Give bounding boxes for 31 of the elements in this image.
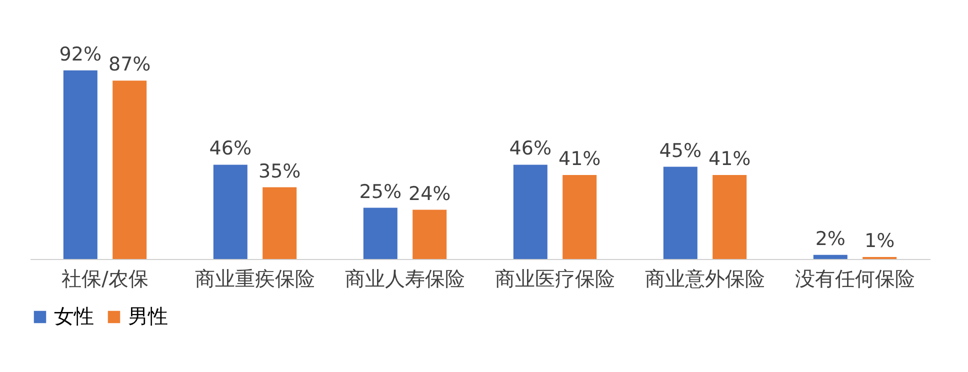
data-label: 41%: [708, 148, 751, 170]
data-label: 35%: [258, 160, 301, 182]
data-label: 1%: [864, 230, 895, 252]
data-label: 45%: [659, 140, 702, 162]
data-label: 24%: [408, 182, 451, 205]
legend-label: 女性: [54, 304, 94, 328]
x-tick-label: 没有任何保险: [795, 266, 915, 290]
data-label: 92%: [59, 43, 102, 66]
data-label: 46%: [209, 138, 252, 160]
bar: [663, 166, 698, 259]
x-tick-label: 商业医疗保险: [495, 266, 615, 290]
bar: [112, 80, 147, 259]
data-label: 41%: [558, 148, 601, 170]
bar: [813, 254, 848, 259]
x-tick-label: 商业人寿保险: [345, 266, 465, 290]
bar: [562, 174, 597, 259]
bar: [213, 164, 248, 259]
data-label: 87%: [108, 54, 151, 76]
bar: [513, 164, 548, 259]
bar: [412, 210, 447, 259]
data-label: 25%: [359, 180, 402, 203]
bar: [262, 187, 297, 259]
x-tick-label: 社保/农保: [62, 266, 148, 290]
data-label: 2%: [815, 228, 846, 250]
x-tick-label: 商业重疾保险: [195, 266, 315, 290]
data-label: 46%: [509, 138, 552, 160]
bar: [363, 208, 398, 259]
x-tick-label: 商业意外保险: [645, 266, 765, 290]
bar: [63, 70, 98, 259]
legend-label: 男性: [128, 304, 168, 328]
bar: [712, 174, 747, 259]
